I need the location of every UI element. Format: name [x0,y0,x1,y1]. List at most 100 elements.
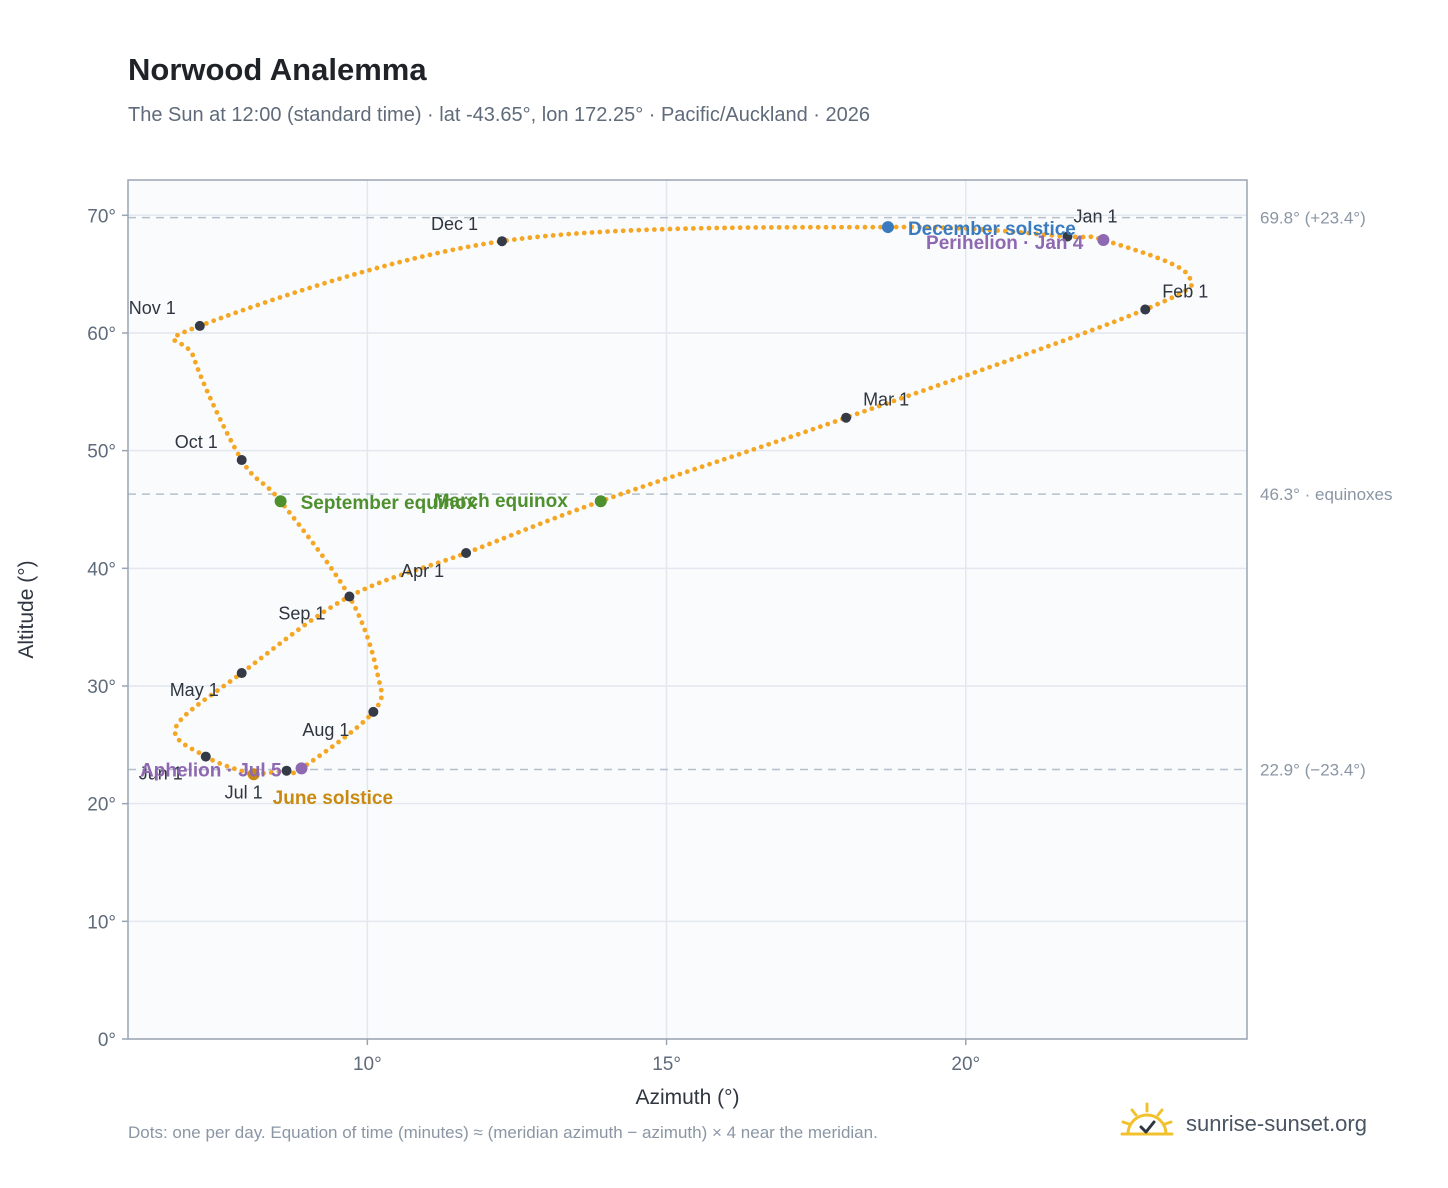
day-dot [1049,232,1055,238]
month-marker [841,412,852,423]
plot-frame [127,179,1248,1040]
brand[interactable]: sunrise-sunset.org [1120,1102,1367,1146]
day-dot [277,641,283,647]
day-dot [367,267,372,273]
grid [128,180,1247,1040]
y-tick-label: 40° [87,559,116,580]
day-dot [523,527,529,532]
month-marker [194,320,205,331]
day-dot [228,437,234,443]
day-dot [472,547,478,553]
day-dot [301,528,307,534]
day-dot [722,225,727,231]
axis-ticks: 0° 10° 20° 30° 40° 50° 60° 70° 10° 15° 20° [87,206,980,1075]
month-marker-label: Jun 1 [139,764,183,784]
day-dot [195,367,201,372]
day-dot [714,459,720,465]
day-dot [240,307,246,313]
day-dot [210,757,215,763]
day-dot [299,287,305,293]
day-dot [366,714,371,720]
day-dot [196,701,201,707]
x-tick-label: 10° [353,1054,382,1075]
day-dot [550,232,556,238]
day-dot [207,395,213,401]
y-tick-label: 20° [87,795,116,816]
day-dot [252,660,258,666]
day-dot [246,665,252,670]
month-marker [368,706,379,717]
day-dot [261,770,266,776]
day-dot [519,236,525,241]
day-dot [699,464,705,470]
day-dot [248,470,254,476]
day-dot [221,683,227,689]
day-dot [839,224,844,230]
day-dot [581,230,587,236]
day-dot [262,300,268,305]
day-dot [545,518,550,524]
day-dot [737,225,743,231]
event-label: September equinox [301,493,478,514]
day-dot [869,406,875,412]
day-dot [412,255,418,261]
day-dot [435,560,441,566]
day-dot [1001,359,1007,365]
day-dot [1026,230,1032,236]
day-dot [670,474,675,480]
day-dot [450,555,456,561]
day-dot [211,402,216,408]
day-dot [612,228,618,234]
event-marker [247,768,260,781]
sunrise-logo-icon [1120,1102,1174,1147]
y-tick-label: 30° [87,677,116,698]
day-dot [1016,354,1022,360]
day-dot [511,237,517,242]
y-tick-label: 60° [87,324,116,345]
day-dot [404,257,410,263]
day-dot [932,225,938,230]
day-dot [901,224,907,230]
day-dot [337,276,342,282]
day-dot [255,302,261,308]
y-axis-label: Altitude (°) [15,560,38,658]
day-dot [389,261,395,267]
day-dot [566,510,572,516]
event-label: Perihelion · Jan 4 [926,233,1084,254]
day-dot [291,516,297,521]
day-dot [266,486,272,492]
day-dot [247,305,253,310]
day-dot [232,444,237,450]
day-dot [876,403,882,409]
day-dot [537,521,543,527]
day-dot [552,515,558,521]
day-dot [224,430,230,436]
day-dot [319,553,325,559]
month-marker-label: Apr 1 [401,561,444,581]
reference-line-label: 69.8° (+23.4°) [1260,209,1366,228]
day-dot [1183,288,1189,294]
reference-lines: 69.8° (+23.4°) 46.3° · equinoxes 22.9° (−2… [128,209,1393,780]
chart-title: Norwood Analemma [128,52,427,87]
event-marker [1097,234,1110,247]
event-label: June solstice [273,788,393,809]
day-dot [1169,261,1175,267]
day-dot [574,507,580,513]
day-dot [172,338,178,343]
month-marker [200,751,211,762]
day-dot [574,231,579,236]
day-dot [214,409,220,415]
reference-line-label: 46.3° · equinoxes [1260,485,1393,504]
day-dot [611,494,616,500]
day-dot [893,224,899,230]
day-dot [302,622,308,628]
day-dot [675,226,681,232]
day-dot [172,731,178,737]
day-dot [1133,247,1139,253]
day-dot [1125,245,1131,251]
day-dot [211,318,217,324]
day-dots [172,224,1194,777]
day-dot [1169,295,1175,301]
day-dot [773,439,779,445]
day-dot [987,364,993,370]
